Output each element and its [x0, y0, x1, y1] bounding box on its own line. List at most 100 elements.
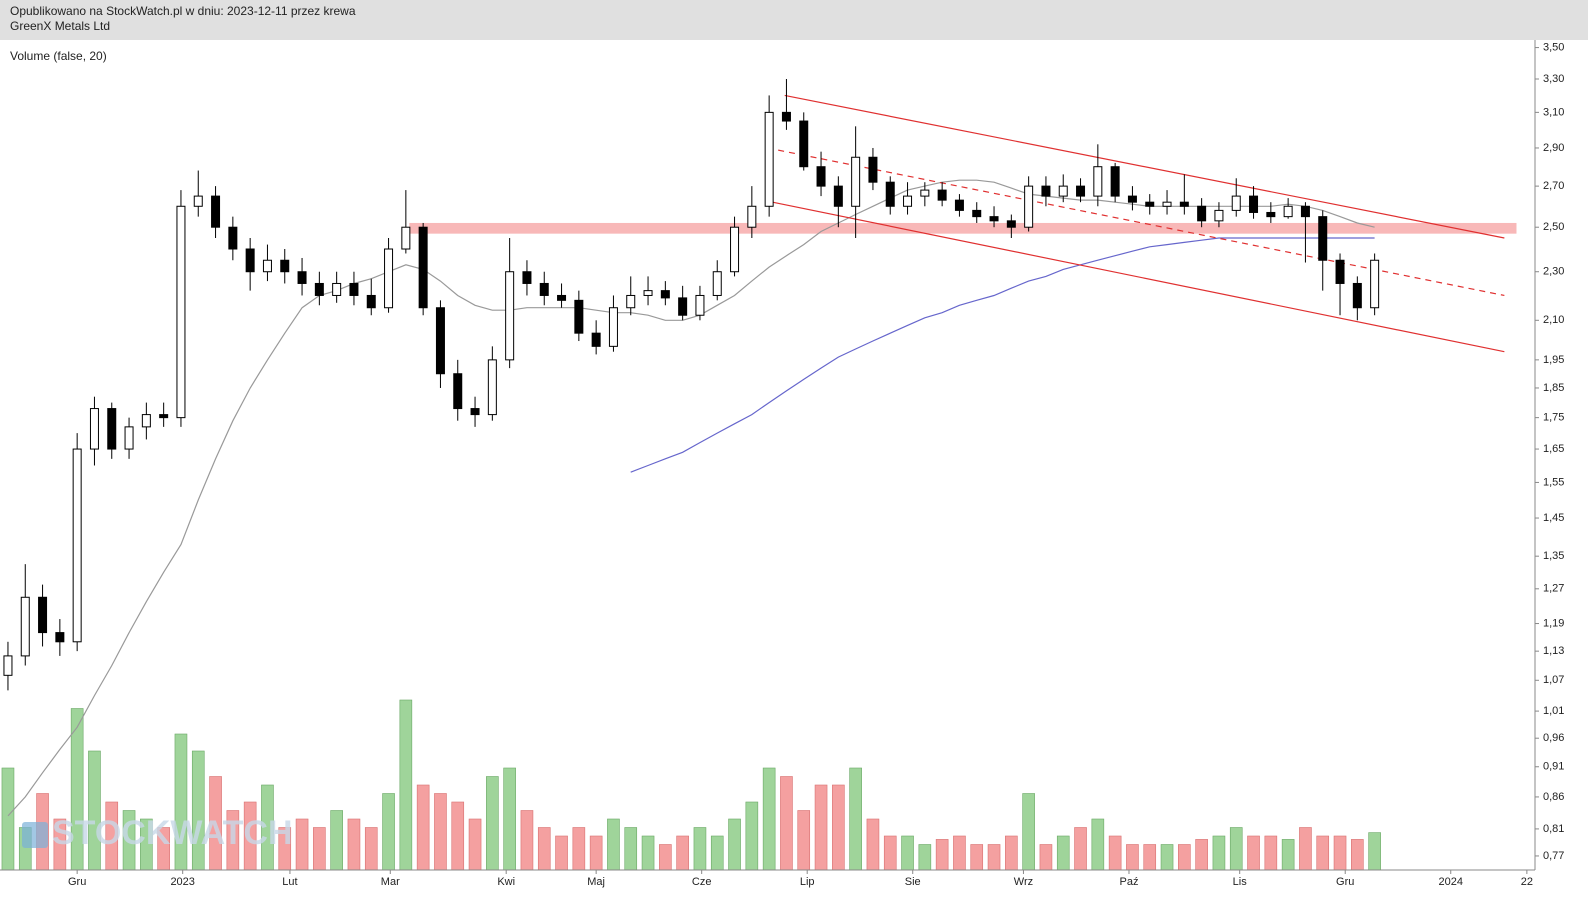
- volume-bar: [676, 835, 689, 871]
- candle-body: [124, 426, 134, 450]
- y-tick-label: 1,27: [1543, 583, 1564, 595]
- candle-body: [20, 596, 30, 657]
- moving-average: [7, 179, 1375, 817]
- candle-body: [712, 271, 722, 296]
- volume-bar: [416, 784, 430, 871]
- x-tick-label: Mar: [381, 876, 400, 888]
- volume-bar: [468, 818, 482, 871]
- candle-body: [920, 189, 930, 197]
- candle-body: [487, 359, 497, 416]
- volume-bar: [1264, 835, 1278, 871]
- candle-body: [262, 259, 272, 273]
- volume-bar: [1074, 827, 1087, 871]
- candle-body: [1249, 195, 1259, 213]
- candle-body: [297, 271, 307, 284]
- x-tick-label: Wrz: [1014, 876, 1033, 888]
- candle-body: [470, 408, 480, 416]
- candle-body: [1214, 209, 1224, 222]
- volume-bar: [728, 818, 741, 871]
- x-tick-label: 22: [1521, 876, 1533, 888]
- y-tick-label: 3,10: [1543, 106, 1564, 118]
- volume-bar: [1091, 818, 1105, 871]
- resistance-band: [409, 222, 1517, 234]
- candle-body: [972, 209, 982, 218]
- volume-bar: [1143, 844, 1157, 871]
- volume-bar: [970, 844, 984, 871]
- volume-bar: [1005, 835, 1018, 871]
- volume-bar: [295, 818, 309, 871]
- x-tick-label: Cze: [692, 876, 712, 888]
- volume-bar: [832, 784, 845, 871]
- candle-body: [522, 271, 532, 284]
- volume-bar: [1056, 835, 1070, 871]
- candle-body: [816, 166, 826, 187]
- y-tick-label: 3,30: [1543, 73, 1564, 85]
- candle-body: [1076, 185, 1086, 197]
- volume-bar: [537, 827, 551, 871]
- volume-bar: [849, 767, 862, 871]
- candle-body: [453, 373, 463, 410]
- y-tick-label: 0,77: [1543, 850, 1564, 862]
- x-tick-label: 2023: [170, 876, 194, 888]
- candle-body: [211, 195, 221, 228]
- plot-layer: [1, 78, 1517, 871]
- candle-body: [695, 294, 705, 316]
- candle-body: [314, 282, 324, 296]
- y-tick-label: 1,95: [1543, 354, 1564, 366]
- y-tick-label: 2,50: [1543, 221, 1564, 233]
- y-tick-label: 1,45: [1543, 512, 1564, 524]
- candle-body: [435, 307, 445, 375]
- y-tick-label: 2,70: [1543, 180, 1564, 192]
- candle-body: [1024, 185, 1034, 228]
- volume-bar: [780, 776, 793, 871]
- candle-body: [885, 181, 895, 207]
- candle-body: [764, 111, 774, 207]
- volume-bar: [935, 839, 949, 871]
- volume-bar: [520, 810, 534, 871]
- candle-body: [1110, 166, 1120, 197]
- volume-bar: [191, 750, 205, 871]
- volume-bar: [797, 810, 811, 871]
- volume-bar: [1212, 835, 1226, 871]
- watermark: STOCKWATCH: [52, 814, 293, 852]
- volume-bar: [659, 844, 672, 871]
- volume-bar: [883, 835, 897, 871]
- candle-body: [505, 271, 515, 361]
- candle-body: [954, 199, 964, 211]
- volume-bar: [330, 810, 343, 871]
- candle-body: [89, 408, 99, 450]
- volume-bar: [1108, 835, 1122, 871]
- volume-bar: [1316, 835, 1330, 871]
- volume-bar: [624, 827, 638, 871]
- header-bar: [0, 0, 1588, 40]
- y-tick-label: 1,65: [1543, 443, 1564, 455]
- candle-body: [1006, 220, 1016, 228]
- candle-body: [38, 596, 48, 634]
- y-tick-label: 1,07: [1543, 674, 1564, 686]
- candle-body: [1352, 282, 1362, 309]
- volume-bar: [607, 818, 620, 871]
- volume-bar: [347, 818, 361, 871]
- volume-bar: [1195, 839, 1208, 871]
- y-tick-label: 1,13: [1543, 645, 1564, 657]
- volume-bar: [1126, 844, 1139, 871]
- x-tick-label: Kwi: [497, 876, 515, 888]
- candle-body: [401, 226, 411, 250]
- candle-body: [141, 414, 151, 428]
- candle-body: [1041, 185, 1051, 197]
- y-tick-label: 1,01: [1543, 705, 1564, 717]
- indicator-label: Volume (false, 20): [10, 49, 107, 63]
- x-tick-label: 2024: [1439, 876, 1463, 888]
- candle-body: [1335, 259, 1345, 284]
- y-tick-label: 1,35: [1543, 550, 1564, 562]
- candle-body: [539, 282, 549, 296]
- volume-bar: [987, 844, 1001, 871]
- volume-bar: [1281, 839, 1295, 871]
- y-tick-label: 1,75: [1543, 412, 1564, 424]
- candle-body: [1197, 205, 1207, 222]
- candle-body: [1127, 195, 1137, 203]
- x-tick-label: Gru: [68, 876, 86, 888]
- x-tick-label: Lip: [800, 876, 815, 888]
- y-tick-label: 0,91: [1543, 761, 1564, 773]
- x-tick-label: Sie: [905, 876, 921, 888]
